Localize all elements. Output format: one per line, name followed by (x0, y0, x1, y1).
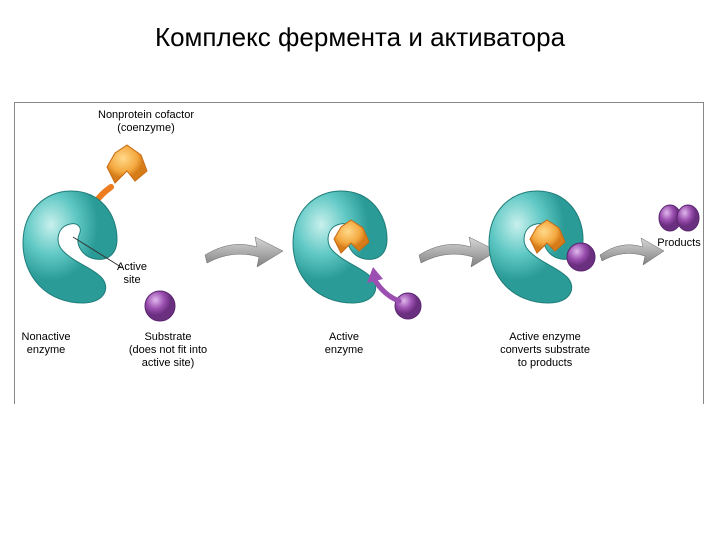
cofactor-label: Nonprotein cofactor (coenzyme) (91, 109, 201, 135)
cofactor-bound-icon (329, 217, 373, 259)
substrate-icon (143, 289, 177, 323)
nonactive-enzyme-label: Nonactive enzyme (11, 331, 81, 357)
products-label: Products (653, 237, 705, 250)
diagram-frame: Nonprotein cofactor (coenzyme) Active si… (14, 102, 704, 404)
products-icon (657, 203, 701, 233)
cofactor-complex-icon (525, 217, 569, 259)
substrate-bound-icon (565, 241, 597, 273)
substrate-arrow-icon (359, 261, 407, 309)
page-title: Комплекс фермента и активатора (0, 22, 720, 53)
substrate-label: Substrate (does not fit into active site… (113, 331, 223, 371)
stage-4: Products (655, 103, 715, 403)
active-site-label: Active site (107, 261, 157, 287)
active-convert-label: Active enzyme converts substrate to prod… (485, 331, 605, 371)
stage-1: Nonprotein cofactor (coenzyme) Active si… (15, 103, 225, 403)
active-enzyme-label: Active enzyme (309, 331, 379, 357)
